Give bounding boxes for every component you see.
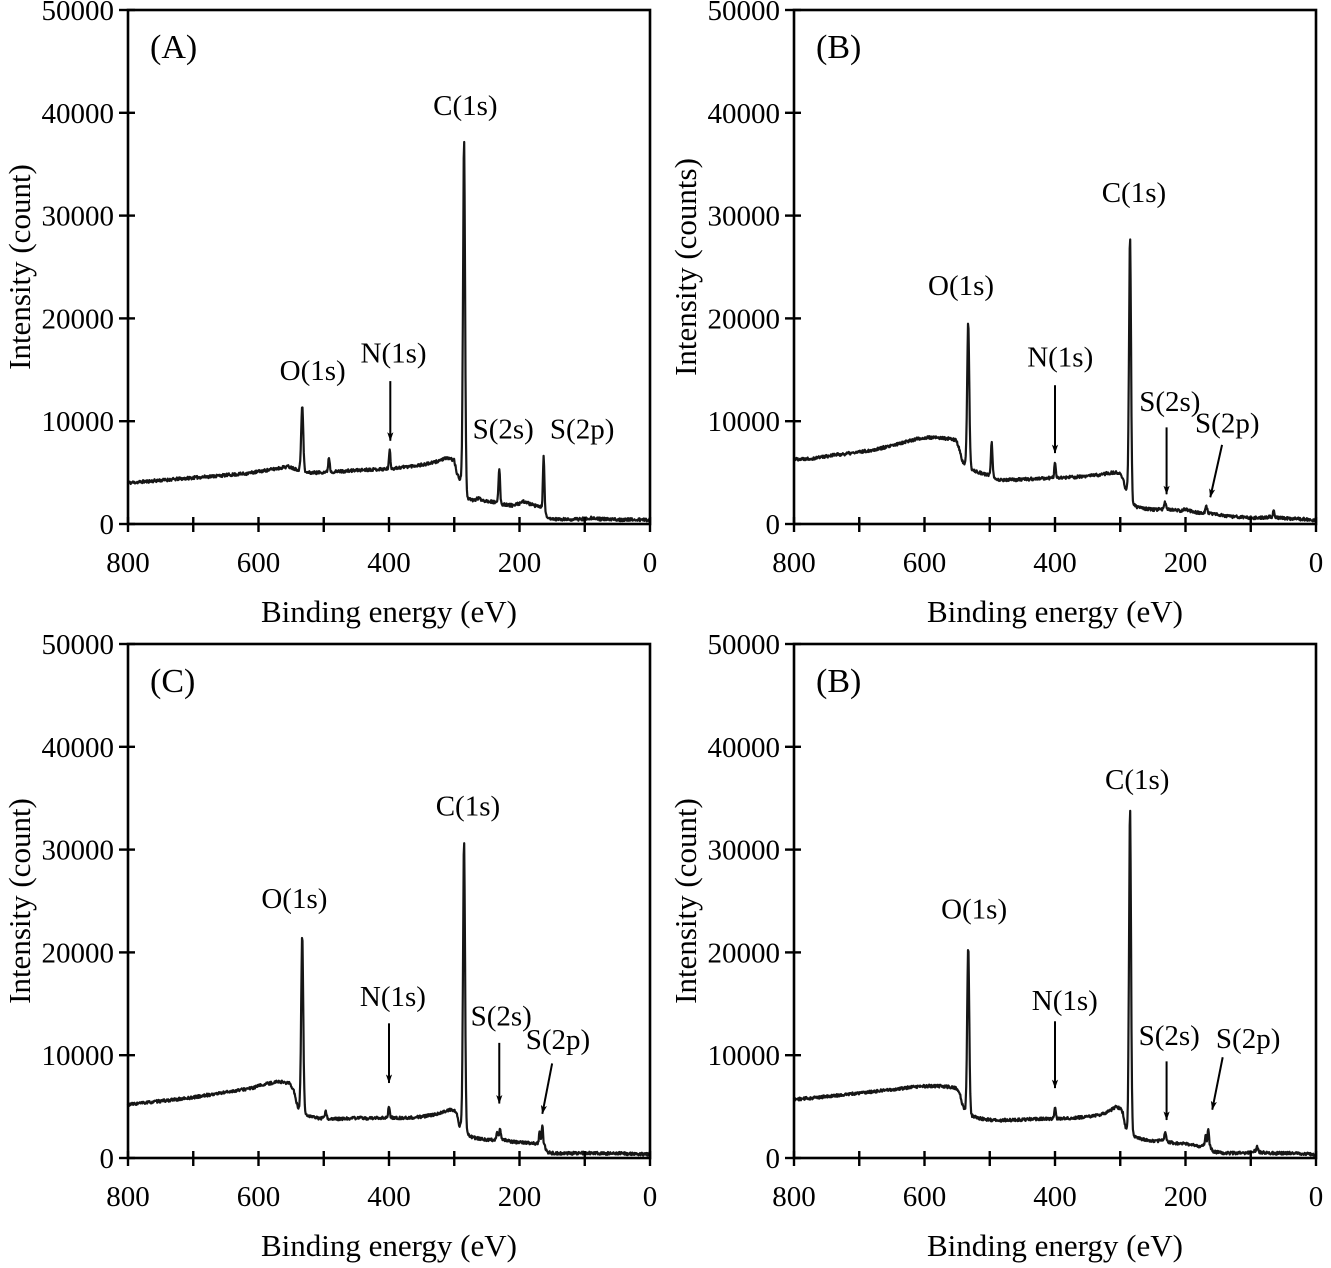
- svg-text:800: 800: [772, 1181, 816, 1213]
- svg-text:S(2s): S(2s): [473, 414, 534, 446]
- svg-text:30000: 30000: [42, 835, 115, 867]
- svg-text:C(1s): C(1s): [433, 90, 497, 122]
- svg-text:400: 400: [367, 1181, 411, 1213]
- svg-text:O(1s): O(1s): [928, 270, 994, 302]
- svg-text:40000: 40000: [708, 98, 781, 130]
- svg-text:0: 0: [643, 1181, 658, 1213]
- svg-text:20000: 20000: [42, 937, 115, 969]
- svg-text:N(1s): N(1s): [361, 338, 427, 370]
- svg-text:20000: 20000: [708, 303, 781, 335]
- svg-text:800: 800: [772, 547, 816, 579]
- svg-text:O(1s): O(1s): [280, 355, 346, 387]
- svg-text:30000: 30000: [708, 835, 781, 867]
- svg-text:800: 800: [106, 547, 150, 579]
- svg-text:200: 200: [498, 547, 542, 579]
- svg-text:S(2s): S(2s): [471, 1000, 532, 1032]
- panel-c-container: 800 600 400 200 0 0 10000 20000 30000 40000 50000 B…: [0, 634, 665, 1268]
- svg-text:O(1s): O(1s): [941, 893, 1007, 925]
- svg-text:Binding energy (eV): Binding energy (eV): [927, 1228, 1183, 1263]
- svg-text:0: 0: [766, 509, 781, 541]
- svg-text:10000: 10000: [42, 1040, 115, 1072]
- svg-text:800: 800: [106, 1181, 150, 1213]
- svg-text:Binding energy (eV): Binding energy (eV): [261, 594, 517, 629]
- svg-text:0: 0: [643, 547, 658, 579]
- svg-text:S(2s): S(2s): [1139, 386, 1200, 418]
- panel-b-container: 800 600 400 200 0 0 10000 20000 30000 40000 50000 B…: [666, 0, 1331, 634]
- svg-text:O(1s): O(1s): [261, 883, 327, 915]
- xps-panel-d: 800 600 400 200 001000020000300004000050000B…: [668, 634, 1324, 1263]
- svg-text:40000: 40000: [42, 98, 115, 130]
- svg-text:200: 200: [498, 1181, 542, 1213]
- svg-text:10000: 10000: [708, 406, 781, 438]
- svg-text:Intensity (counts): Intensity (counts): [668, 158, 703, 376]
- xps-panel-b: 800 600 400 200 001000020000300004000050000B…: [668, 0, 1324, 629]
- svg-text:400: 400: [1033, 1181, 1077, 1213]
- svg-text:40000: 40000: [708, 732, 781, 764]
- svg-text:(C): (C): [150, 663, 195, 700]
- svg-text:40000: 40000: [42, 732, 115, 764]
- svg-text:S(2p): S(2p): [526, 1024, 590, 1056]
- svg-text:0: 0: [100, 509, 115, 541]
- svg-text:S(2p): S(2p): [1216, 1023, 1280, 1055]
- svg-text:10000: 10000: [42, 406, 115, 438]
- svg-text:N(1s): N(1s): [1032, 985, 1098, 1017]
- xps-panel-c: 800 600 400 200 001000020000300004000050000B…: [2, 634, 658, 1263]
- svg-text:0: 0: [1309, 1181, 1324, 1213]
- svg-text:0: 0: [100, 1143, 115, 1175]
- svg-text:N(1s): N(1s): [360, 981, 426, 1013]
- panel-d-container: 800 600 400 200 0 0 10000 20000 30000 40000 50000 B…: [666, 634, 1331, 1268]
- svg-text:400: 400: [1033, 547, 1077, 579]
- svg-text:30000: 30000: [42, 201, 115, 233]
- svg-text:Intensity (count): Intensity (count): [2, 798, 37, 1004]
- svg-text:C(1s): C(1s): [1102, 177, 1166, 209]
- svg-text:20000: 20000: [708, 937, 781, 969]
- svg-text:200: 200: [1164, 547, 1208, 579]
- svg-text:S(2p): S(2p): [550, 414, 614, 446]
- panel-a-container: 800 600 400 200 0 0 10000 20000 30000 40000 50000 B…: [0, 0, 665, 634]
- svg-text:C(1s): C(1s): [1105, 764, 1169, 796]
- svg-text:600: 600: [903, 547, 947, 579]
- svg-text:(B): (B): [816, 663, 861, 700]
- svg-text:600: 600: [237, 547, 281, 579]
- svg-text:(A): (A): [150, 29, 197, 66]
- svg-text:Intensity (count): Intensity (count): [668, 798, 703, 1004]
- svg-text:Intensity (count): Intensity (count): [2, 164, 37, 370]
- svg-text:30000: 30000: [708, 201, 781, 233]
- svg-text:Binding energy (eV): Binding energy (eV): [927, 594, 1183, 629]
- svg-text:10000: 10000: [708, 1040, 781, 1072]
- svg-text:0: 0: [1309, 547, 1324, 579]
- svg-text:N(1s): N(1s): [1027, 342, 1093, 374]
- svg-text:S(2p): S(2p): [1195, 408, 1259, 440]
- svg-text:0: 0: [766, 1143, 781, 1175]
- svg-text:50000: 50000: [708, 634, 781, 661]
- svg-text:400: 400: [367, 547, 411, 579]
- svg-text:50000: 50000: [708, 0, 781, 27]
- svg-text:600: 600: [903, 1181, 947, 1213]
- svg-text:200: 200: [1164, 1181, 1208, 1213]
- svg-text:50000: 50000: [42, 0, 115, 27]
- svg-text:Binding energy (eV): Binding energy (eV): [261, 1228, 517, 1263]
- svg-text:20000: 20000: [42, 303, 115, 335]
- svg-text:600: 600: [237, 1181, 281, 1213]
- svg-text:S(2s): S(2s): [1139, 1020, 1200, 1052]
- xps-panel-a: 800 600 400 200 001000020000300004000050000B…: [2, 0, 658, 629]
- svg-text:C(1s): C(1s): [436, 791, 500, 823]
- svg-text:(B): (B): [816, 29, 861, 66]
- svg-text:50000: 50000: [42, 634, 115, 661]
